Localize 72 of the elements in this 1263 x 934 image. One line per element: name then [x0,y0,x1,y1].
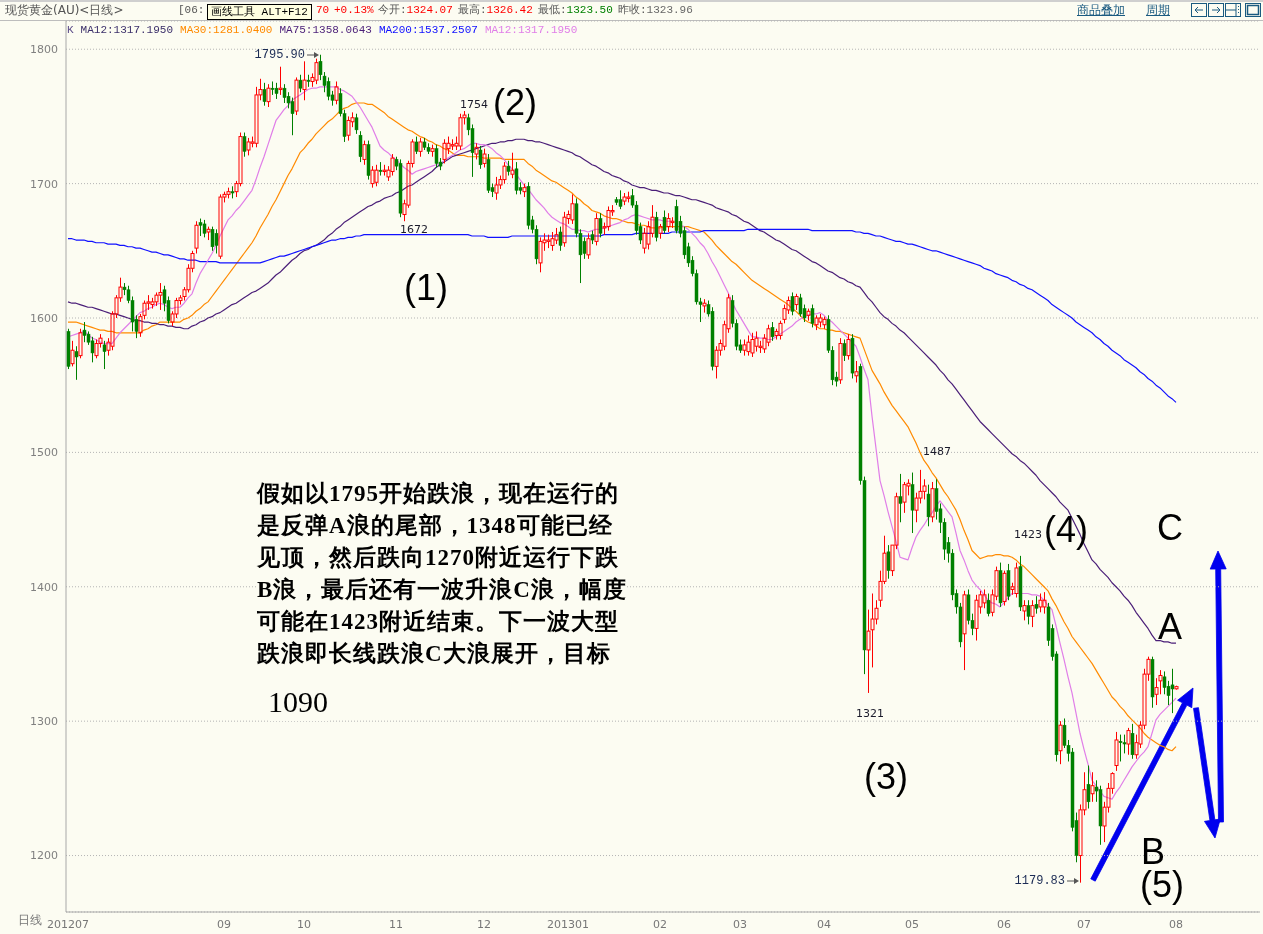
x-tick-label: 12 [477,917,491,931]
candlestick [346,115,351,142]
candlestick [582,236,587,260]
annotation: 1179.83 [1014,874,1065,888]
x-tick-label: 04 [817,917,831,931]
x-axis-title: 日线 [18,913,42,927]
annotation: MA12:1317.1950 [80,23,174,37]
text: 70 [316,3,330,17]
x-tick-label: 201301 [547,917,589,931]
text: 周期 [1146,2,1170,18]
x-tick-label: 11 [389,917,403,931]
y-tick-label: 1800 [30,43,58,57]
text: 画线工具 ALT+F12 [207,4,312,20]
x-tick-label: 10 [297,917,311,931]
annotation: A [1158,606,1183,647]
legend-title: K [67,23,74,37]
y-tick-label: 1400 [30,580,58,594]
annotation: 1423 [1014,527,1042,541]
annotation: 1754 [460,97,488,111]
x-tick-label: 201207 [47,917,89,931]
candlestick [838,337,843,385]
x-tick-label: 09 [217,917,231,931]
candlestick [1030,599,1035,628]
text: MA30:1281.0400 [180,23,273,37]
candlestick [562,211,567,248]
text: 最高:1326.42 [458,4,533,16]
candlestick [866,609,871,694]
annotation: 1090 [268,683,328,721]
x-tick-label: 03 [733,917,747,931]
x-tick-label: 05 [905,917,919,931]
text: 最低:1323.50 [538,4,613,16]
x-tick-label: 06 [997,917,1011,931]
text: +0.13% [334,3,374,17]
annotation: C [1157,507,1183,548]
candlestick [714,345,719,379]
candlestick [1090,771,1095,803]
y-tick-label: 1300 [30,715,58,729]
candlestick [1118,734,1123,762]
text: [06: [178,3,205,17]
annotation: (5) [1140,864,1184,905]
text: MA200:1537.2507 [378,23,478,37]
x-tick-label: 02 [653,917,667,931]
annotation: 假如以1795开始跌浪，现在运行的是反弹A浪的尾部，1348可能已经见顶，然后跌向1270附近运行下跌B浪，最后还有一波升浪C浪，幅度可能在1423附近结束。下一波大型跌浪即长线跌浪C大浪展开，目标 [257,478,627,670]
candlestick [102,340,107,370]
candlestick [854,360,859,384]
text: MA75:1358.0643 [279,23,372,37]
candlestick [282,83,287,104]
text: 昨收:1323.96 [618,4,693,16]
text: MA12:1317.1950 [484,23,578,37]
x-tick-label: 07 [1077,917,1091,931]
candlestick [1158,669,1163,695]
annotation: (3) [864,756,908,797]
annotation: 1487 [923,444,951,458]
annotation: (1) [404,267,448,308]
x-tick-label: 08 [1169,917,1183,931]
candlestick [666,212,671,233]
y-tick-label: 1600 [30,311,58,325]
annotation: 1321 [856,706,884,720]
chart-title: 现货黄金(AU)<日线> [5,2,124,18]
candlestick [1154,677,1159,706]
text: 商品叠加 [1077,2,1125,18]
annotation: 1672 [400,222,428,236]
y-tick-label: 1200 [30,849,58,863]
y-tick-label: 1500 [30,446,58,460]
candlestick [214,228,219,254]
candlestick [1086,765,1091,810]
y-tick-label: 1700 [30,177,58,191]
annotation: (2) [493,82,537,123]
text: 今开:1324.07 [378,4,453,16]
candlestick [266,83,271,108]
candlestick [354,113,359,135]
annotation: 1795.90 [254,48,305,62]
